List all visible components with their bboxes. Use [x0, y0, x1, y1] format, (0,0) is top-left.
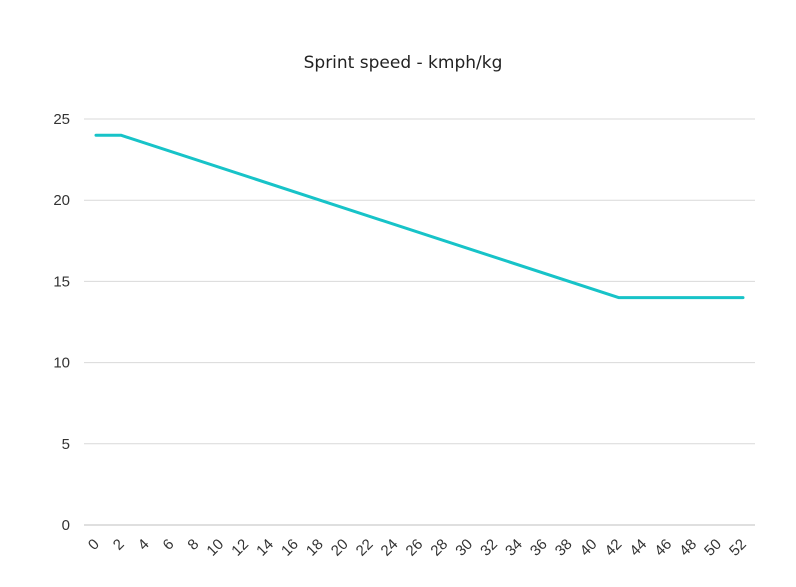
x-tick-label: 50 [701, 536, 725, 560]
x-tick-label: 20 [328, 536, 352, 560]
x-tick-label: 2 [110, 536, 128, 554]
x-tick-label: 44 [626, 536, 650, 560]
x-tick-label: 40 [577, 536, 601, 560]
plot-area [94, 133, 745, 300]
x-tick-label: 38 [552, 536, 576, 560]
x-tick-label: 22 [353, 536, 377, 560]
x-tick-label: 52 [726, 536, 750, 560]
y-tick-label: 5 [62, 436, 70, 453]
x-tick-label: 10 [203, 536, 227, 560]
x-tick-label: 28 [427, 536, 451, 560]
y-tick-label: 25 [53, 111, 70, 128]
x-tick-label: 18 [303, 536, 327, 560]
x-tick-label: 32 [477, 536, 501, 560]
x-tick-label: 14 [253, 536, 277, 560]
x-axis: 0 2 4 6 8 10 12 14 16 18 20 22 24 26 28 30 32 34 36 38 40 42 4… [84, 524, 755, 560]
x-tick-label: 8 [184, 536, 202, 554]
y-tick-label: 15 [53, 273, 70, 290]
x-tick-label: 36 [527, 536, 551, 560]
x-tick-label: 16 [278, 536, 302, 560]
chart-title: Sprint speed - kmph/kg [304, 53, 503, 73]
x-tick-label: 24 [378, 536, 402, 560]
x-tick-label: 48 [676, 536, 700, 560]
x-tick-label: 0 [85, 536, 103, 554]
x-tick-label: 46 [651, 536, 675, 560]
y-tick-label: 10 [53, 355, 70, 372]
x-tick-label: 12 [228, 536, 252, 560]
x-tick-label: 6 [160, 536, 178, 554]
y-tick-label: 20 [53, 192, 70, 209]
series-line [94, 133, 745, 300]
x-tick-label: 30 [452, 536, 476, 560]
x-tick-label: 26 [403, 536, 427, 560]
x-tick-label: 4 [135, 536, 153, 554]
y-axis: 0 5 10 15 20 25 [53, 111, 70, 534]
gridlines [84, 118, 755, 445]
x-tick-label: 34 [502, 536, 526, 560]
x-tick-label: 42 [602, 536, 626, 560]
y-tick-label: 0 [62, 517, 70, 534]
